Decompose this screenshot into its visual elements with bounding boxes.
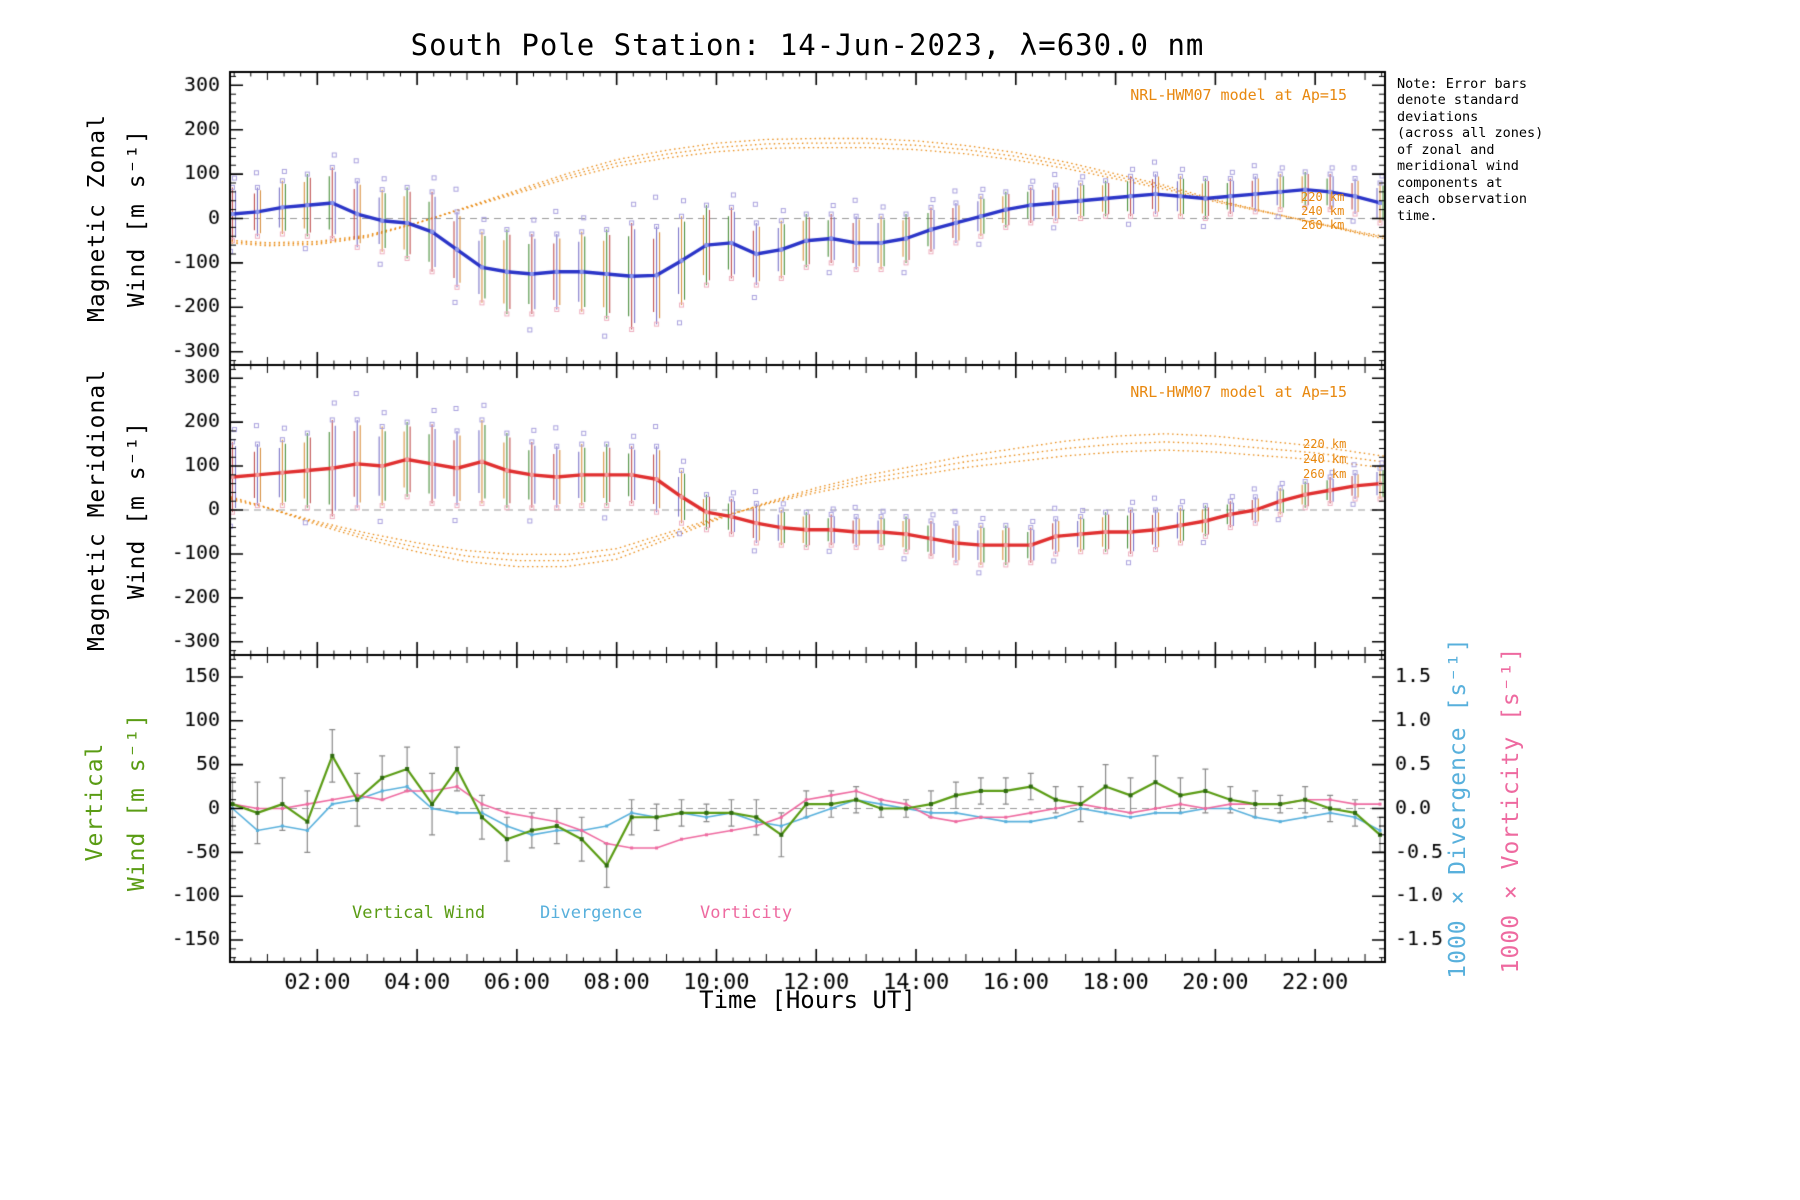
altitude-label-260km-zonal: 260 km xyxy=(1301,218,1345,232)
altitude-label-240km-zonal: 240 km xyxy=(1301,204,1345,218)
note-text: Note: Error bars denote standard deviati… xyxy=(1397,76,1544,224)
vorticity-axis-title: 1000 × Vorticity [s⁻¹] xyxy=(1498,646,1524,974)
altitude-label-240km-meridional: 240 km xyxy=(1303,452,1347,466)
legend-vertical-wind: Vertical Wind xyxy=(352,903,486,923)
divergence-axis-title: 1000 × Divergence [s⁻¹] xyxy=(1445,637,1471,979)
chart-title: South Pole Station: 14-Jun-2023, λ=630.0… xyxy=(410,28,1205,62)
legend-divergence: Divergence xyxy=(540,903,643,923)
vertical-axis-title-line1: Vertical xyxy=(82,742,108,862)
model-label-zonal: NRL-HWM07 model at Ap=15 xyxy=(1130,86,1347,104)
altitude-label-260km-meridional: 260 km xyxy=(1303,467,1347,481)
altitude-label-220km-meridional: 220 km xyxy=(1303,437,1347,451)
meridional-axis-title-line1: Magnetic Meridional xyxy=(84,368,110,652)
legend-vorticity: Vorticity xyxy=(700,903,793,923)
model-label-meridional: NRL-HWM07 model at Ap=15 xyxy=(1130,383,1347,401)
altitude-label-220km-zonal: 220 km xyxy=(1301,190,1345,204)
meridional-axis-title-line2: Wind [m s⁻¹] xyxy=(124,420,150,600)
vertical-axis-title-line2: Wind [m s⁻¹] xyxy=(124,712,150,892)
zonal-axis-title-line2: Wind [m s⁻¹] xyxy=(124,128,150,308)
zonal-axis-title-line1: Magnetic Zonal xyxy=(84,114,110,322)
x-axis-title: Time [Hours UT] xyxy=(699,986,916,1014)
